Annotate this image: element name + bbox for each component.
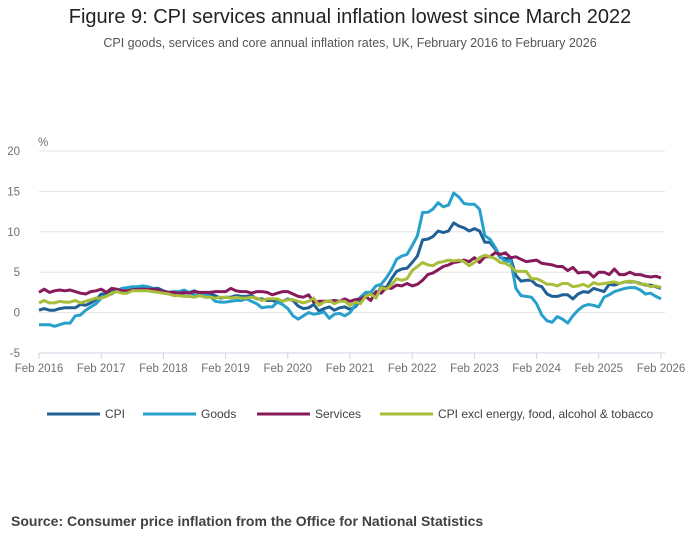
- y-tick-label: 20: [7, 146, 20, 158]
- x-tick-label: Feb 2024: [512, 363, 561, 375]
- x-tick-label: Feb 2017: [77, 363, 126, 375]
- x-tick-label: Feb 2022: [388, 363, 437, 375]
- legend-label: Goods: [201, 407, 236, 421]
- y-tick-label: 5: [14, 267, 20, 279]
- x-tick-label: Feb 2019: [201, 363, 250, 375]
- y-axis-unit: %: [38, 137, 48, 149]
- y-tick-label: 0: [14, 308, 20, 320]
- series-line-goods: [39, 191, 662, 328]
- chart-title: Figure 9: CPI services annual inflation …: [68, 6, 632, 28]
- y-tick-label: -5: [10, 348, 20, 360]
- x-tick-label: Feb 2018: [139, 363, 188, 375]
- chart-subtitle: CPI goods, services and core annual infl…: [103, 36, 597, 50]
- x-tick-label: Feb 2025: [574, 363, 623, 375]
- legend-label: CPI: [105, 407, 125, 421]
- source-note: Source: Consumer price inflation from th…: [11, 513, 484, 529]
- legend-label: CPI excl energy, food, alcohol & tobacco: [438, 407, 654, 421]
- x-tick-label: Feb 2023: [450, 363, 499, 375]
- series-line-cpi: [38, 221, 662, 313]
- series-line-services: [38, 251, 662, 304]
- legend-label: Services: [315, 407, 361, 421]
- y-tick-label: 15: [7, 186, 20, 198]
- x-tick-label: Feb 2020: [263, 363, 312, 375]
- y-tick-label: 10: [7, 227, 20, 239]
- x-tick-label: Feb 2016: [15, 363, 64, 375]
- x-tick-label: Feb 2026: [637, 363, 686, 375]
- x-tick-label: Feb 2021: [326, 363, 375, 375]
- series-line-cpi: [38, 253, 662, 307]
